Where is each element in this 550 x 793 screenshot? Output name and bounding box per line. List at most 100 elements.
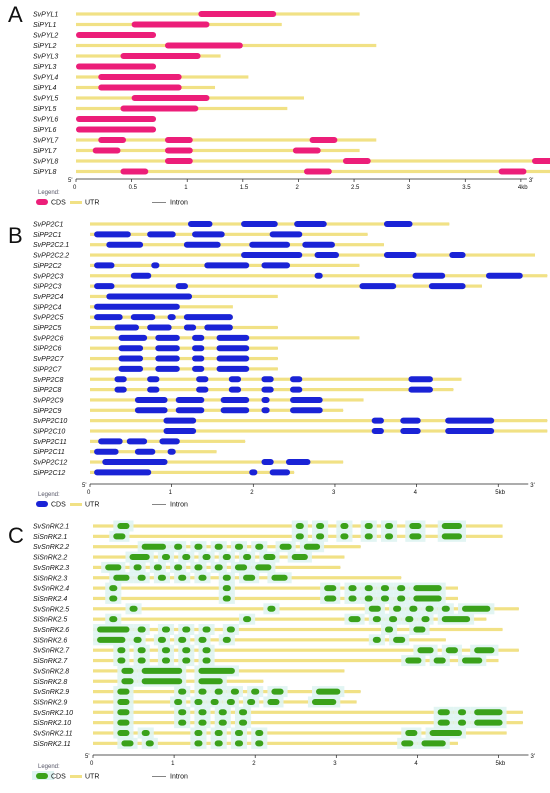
cds-exon bbox=[238, 719, 248, 726]
cds-exon bbox=[441, 533, 463, 540]
cds-exon bbox=[109, 585, 118, 592]
cds-exon bbox=[94, 469, 152, 476]
legend-cds-label: CDS bbox=[51, 502, 66, 509]
axis-tick-label: 0.5 bbox=[129, 185, 138, 191]
cds-exon bbox=[279, 543, 292, 550]
cds-exon bbox=[409, 523, 422, 529]
cds-exon bbox=[194, 740, 203, 747]
cds-exon bbox=[76, 32, 157, 38]
gene-label: SvPP2C3 bbox=[33, 273, 63, 280]
cds-exon bbox=[408, 376, 433, 383]
cds-exon bbox=[94, 283, 115, 290]
utr-segment bbox=[90, 470, 295, 474]
cds-exon bbox=[192, 334, 205, 341]
cds-exon bbox=[141, 543, 166, 550]
cds-exon bbox=[255, 543, 264, 550]
gene-label: SvPP2C4 bbox=[33, 294, 63, 301]
utr-segment bbox=[90, 284, 482, 288]
cds-exon bbox=[384, 523, 394, 529]
utr-segment bbox=[93, 627, 503, 632]
gene-label: SvPP2C1 bbox=[33, 222, 63, 229]
cds-exon bbox=[117, 647, 126, 654]
gene-label: SvPYL3 bbox=[33, 54, 58, 61]
cds-exon bbox=[198, 719, 207, 726]
gene-label: SiPYL3 bbox=[33, 64, 56, 71]
axis-tick-label: 5kb bbox=[496, 761, 506, 767]
cds-exon bbox=[393, 605, 402, 612]
cds-exon bbox=[174, 543, 183, 550]
cds-exon bbox=[222, 636, 231, 643]
cds-exon bbox=[226, 626, 235, 633]
utr-segment bbox=[93, 648, 519, 652]
cds-exon bbox=[220, 407, 250, 414]
gene-label: SiSnRK2.6 bbox=[33, 637, 67, 644]
gene-label: SiSnRK2.2 bbox=[33, 555, 67, 562]
cds-exon bbox=[178, 574, 187, 581]
cds-exon bbox=[117, 523, 130, 529]
cds-exon bbox=[214, 564, 223, 571]
cds-exon bbox=[269, 469, 291, 476]
end3-label: 3' bbox=[531, 754, 535, 760]
utr-segment bbox=[76, 138, 377, 142]
cds-exon bbox=[109, 616, 118, 623]
utr-segment bbox=[76, 148, 360, 153]
cds-exon bbox=[400, 417, 421, 424]
legend-intron-label: Intron bbox=[170, 502, 188, 509]
legend-utr-label: UTR bbox=[85, 774, 99, 781]
legend-intron-label: Intron bbox=[170, 200, 188, 207]
cds-exon bbox=[204, 324, 233, 331]
gene-label: SiSnRK2.5 bbox=[33, 617, 67, 624]
cds-exon bbox=[121, 667, 134, 674]
gene-label: SvSnRK2.7 bbox=[33, 648, 70, 655]
cds-exon bbox=[261, 386, 274, 393]
axis-tick-label: 0 bbox=[90, 761, 94, 767]
utr-segment bbox=[93, 710, 523, 714]
cds-exon bbox=[126, 438, 148, 445]
cds-exon bbox=[102, 459, 168, 466]
gene-label: SiPP2C7 bbox=[33, 366, 63, 373]
cds-exon bbox=[114, 376, 127, 383]
gene-label: SiPP2C11 bbox=[33, 449, 65, 456]
cds-exon bbox=[94, 231, 131, 238]
cds-exon bbox=[120, 168, 149, 175]
utr-segment bbox=[90, 429, 548, 433]
cds-exon bbox=[133, 564, 142, 571]
cds-exon bbox=[368, 605, 381, 612]
cds-exon bbox=[383, 221, 413, 227]
gene-label: SiPP2C12 bbox=[33, 470, 65, 477]
cds-exon bbox=[196, 386, 209, 393]
gene-label: SvPP2C2.1 bbox=[33, 242, 69, 249]
cds-exon bbox=[182, 554, 191, 561]
cds-exon bbox=[130, 272, 152, 279]
utr-segment bbox=[90, 315, 233, 319]
cds-exon bbox=[255, 740, 264, 747]
cds-exon bbox=[397, 585, 406, 592]
cds-exon bbox=[389, 616, 398, 623]
cds-exon bbox=[261, 396, 270, 403]
utr-segment bbox=[93, 690, 361, 694]
cds-exon bbox=[216, 345, 250, 352]
cds-exon bbox=[182, 657, 191, 664]
cds-exon bbox=[228, 386, 242, 393]
axis-tick-label: 4kb bbox=[518, 185, 528, 191]
utr-segment bbox=[90, 460, 344, 464]
gene-label: SiSnRK2.8 bbox=[33, 679, 67, 686]
cds-exon bbox=[222, 554, 231, 561]
cds-exon bbox=[311, 698, 337, 705]
cds-exon bbox=[183, 314, 233, 321]
cds-exon bbox=[324, 585, 337, 592]
end5-label: 5' bbox=[82, 483, 86, 489]
cds-exon bbox=[234, 740, 244, 747]
cds-exon bbox=[192, 365, 205, 372]
cds-exon bbox=[182, 647, 191, 654]
cds-exon bbox=[114, 324, 139, 331]
cds-exon bbox=[114, 386, 127, 393]
gene-label: SvPYL6 bbox=[33, 117, 58, 124]
cds-exon bbox=[130, 314, 156, 321]
cds-exon bbox=[147, 386, 160, 393]
cds-exon bbox=[241, 221, 278, 227]
cds-exon bbox=[271, 574, 288, 581]
gene-label: SiPP2C6 bbox=[33, 346, 62, 353]
cds-exon bbox=[429, 730, 463, 736]
